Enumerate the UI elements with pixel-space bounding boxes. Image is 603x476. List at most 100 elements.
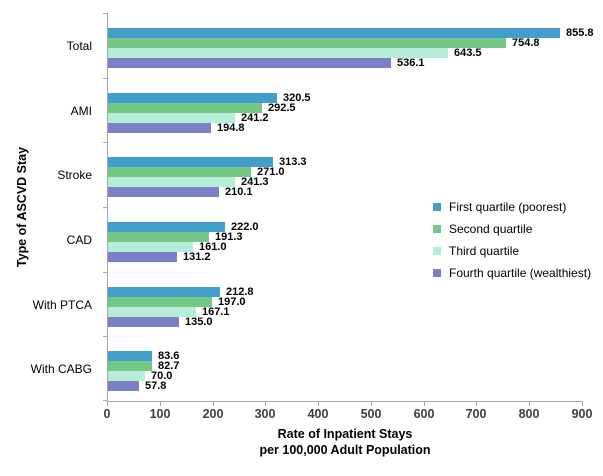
bar-value-label: 135.0 <box>185 316 213 328</box>
bar-value-label: 754.8 <box>512 37 540 49</box>
bar <box>108 123 211 133</box>
bar-value-label: 313.3 <box>279 156 307 168</box>
bar-value-label: 167.1 <box>202 306 230 318</box>
bar-value-label: 83.6 <box>158 350 180 362</box>
bar <box>108 177 235 187</box>
bar-value-label: 191.3 <box>215 231 243 243</box>
y-axis-tick <box>103 207 107 208</box>
bar-value-label: 292.5 <box>268 102 296 114</box>
bar <box>108 28 560 38</box>
x-axis-tick-label: 600 <box>413 407 435 421</box>
bar-value-label: 855.8 <box>566 27 594 39</box>
x-axis-tick-label: 0 <box>103 407 111 421</box>
bar-value-label: 212.8 <box>226 286 254 298</box>
bar-value-label: 241.3 <box>241 176 269 188</box>
bar <box>108 232 209 242</box>
bar <box>108 371 145 381</box>
bar <box>108 157 273 167</box>
legend-label: Fourth quartile (wealthiest) <box>449 265 592 280</box>
legend-item: Third quartile <box>433 243 591 258</box>
x-axis-tick-label: 100 <box>149 407 171 421</box>
x-axis-tick-label: 400 <box>307 407 329 421</box>
bar <box>108 187 219 197</box>
x-axis-title-line1: Rate of Inpatient Stays <box>277 427 413 441</box>
bar-value-label: 271.0 <box>257 166 285 178</box>
bar <box>108 287 220 297</box>
bar <box>108 103 262 113</box>
bar <box>108 93 277 103</box>
x-axis-ticks: 0 100 200 300 400 500 600 700 800 900 <box>103 402 592 424</box>
bar <box>108 317 179 327</box>
x-axis-tick-label: 800 <box>518 407 540 421</box>
legend-swatch <box>433 202 441 211</box>
y-axis-tick <box>103 336 107 337</box>
bar <box>108 381 139 391</box>
bar-value-label: 197.0 <box>218 296 246 308</box>
legend-swatch <box>433 268 441 277</box>
legend-item: First quartile (poorest) <box>433 199 591 214</box>
bar <box>108 361 152 371</box>
x-axis-tick <box>265 402 266 406</box>
x-axis-tick <box>213 402 214 406</box>
x-axis-tick <box>371 402 372 406</box>
x-axis-tick <box>424 402 425 406</box>
bar <box>108 297 212 307</box>
bar <box>108 307 196 317</box>
bar-value-label: 320.5 <box>283 92 311 104</box>
bar <box>108 48 448 58</box>
bar <box>108 58 391 68</box>
bar <box>108 167 251 177</box>
bar <box>108 252 177 262</box>
bar-value-label: 536.1 <box>397 57 425 69</box>
x-axis-tick-label: 500 <box>360 407 382 421</box>
bar <box>108 222 225 232</box>
legend-item: Second quartile <box>433 221 591 236</box>
x-axis-tick-label: 900 <box>571 407 593 421</box>
bar-value-label: 210.1 <box>225 186 253 198</box>
x-axis-tick <box>160 402 161 406</box>
x-axis-tick-label: 300 <box>254 407 276 421</box>
bar <box>108 38 506 48</box>
bar <box>108 242 193 252</box>
y-axis-tick <box>103 272 107 273</box>
x-axis-tick <box>582 402 583 406</box>
bar-value-label: 194.8 <box>217 122 245 134</box>
bar-value-label: 82.7 <box>158 360 180 372</box>
legend-label: Second quartile <box>449 221 533 236</box>
bar-value-label: 57.8 <box>145 380 167 392</box>
y-axis-tick <box>103 400 107 401</box>
x-axis-tick <box>107 402 108 406</box>
legend-swatch <box>433 246 441 255</box>
x-axis-tick <box>476 402 477 406</box>
bar-value-label: 161.0 <box>199 241 227 253</box>
category-label: With PTCA <box>32 297 92 312</box>
legend-item: Fourth quartile (wealthiest) <box>433 265 592 280</box>
x-axis-tick-label: 700 <box>465 407 487 421</box>
y-axis-tick <box>103 13 107 14</box>
bar-value-label: 222.0 <box>231 221 259 233</box>
bar <box>108 113 235 123</box>
bar-value-label: 131.2 <box>183 251 211 263</box>
y-axis-tick <box>103 142 107 143</box>
x-axis-tick <box>318 402 319 406</box>
bar <box>108 351 152 361</box>
bar-value-label: 70.0 <box>151 370 173 382</box>
x-axis-tick <box>529 402 530 406</box>
plot-area: 855.8 320.5 313.3 222.0 212.8 83.6 754.8 292.5 2… <box>103 13 594 402</box>
legend-label: First quartile (poorest) <box>449 199 567 214</box>
category-label: AMI <box>70 103 92 118</box>
bar-value-label: 241.2 <box>241 112 269 124</box>
x-axis-tick-label: 200 <box>202 407 224 421</box>
legend: First quartile (poorest) Second quartile T… <box>433 200 591 288</box>
y-axis-tick <box>103 78 107 79</box>
bar-value-label: 643.5 <box>454 47 482 59</box>
legend-label: Third quartile <box>449 243 520 258</box>
legend-swatch <box>433 224 441 233</box>
category-labels: Total AMI Stroke CAD With PTCA With CABG <box>0 13 100 401</box>
category-label: Stroke <box>57 167 92 182</box>
category-label: CAD <box>66 232 92 247</box>
category-label: Total <box>66 38 92 53</box>
x-axis-title-line2: per 100,000 Adult Population <box>259 443 431 457</box>
category-label: With CABG <box>30 361 92 376</box>
